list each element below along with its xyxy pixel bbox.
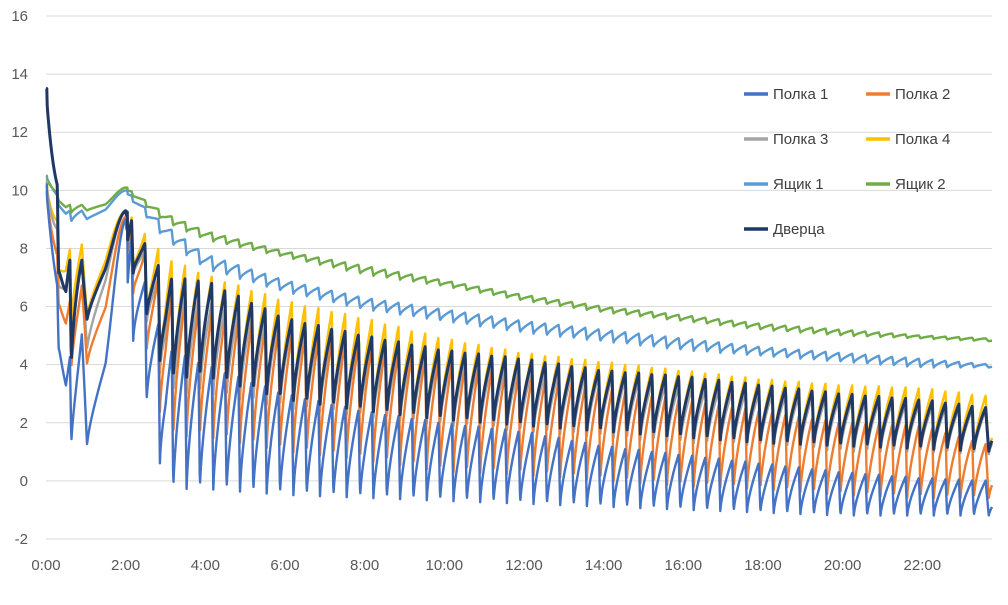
y-tick-label: 0 — [20, 473, 28, 490]
legend: Полка 1 Полка 2 Полка 3 Полка 4 Ящик 1 Ящик 2… — [744, 86, 950, 238]
series-line — [45, 177, 993, 343]
legend-label: Полка 3 — [773, 131, 828, 148]
x-tick-label: 18:00 — [744, 557, 782, 574]
legend-label: Ящик 1 — [773, 176, 824, 193]
series-line — [45, 183, 994, 517]
y-tick-label: 4 — [20, 357, 28, 374]
y-tick-label: 6 — [20, 299, 28, 316]
legend-label: Полка 1 — [773, 86, 828, 103]
legend-label: Дверца — [773, 221, 825, 238]
y-tick-label: 16 — [11, 8, 28, 25]
x-tick-label: 12:00 — [505, 557, 543, 574]
x-tick-label: 16:00 — [665, 557, 703, 574]
y-tick-label: 12 — [11, 124, 28, 141]
x-tick-label: 6:00 — [270, 557, 299, 574]
x-tick-label: 2:00 — [111, 557, 140, 574]
x-tick-label: 4:00 — [191, 557, 220, 574]
y-tick-label: 10 — [11, 182, 28, 199]
legend-label: Ящик 2 — [895, 176, 946, 193]
y-tick-label: -2 — [15, 531, 28, 548]
series-line — [45, 174, 993, 369]
y-tick-label: 8 — [20, 240, 28, 257]
x-tick-label: 10:00 — [426, 557, 464, 574]
x-tick-label: 20:00 — [824, 557, 862, 574]
y-tick-label: 14 — [11, 66, 28, 83]
legend-label: Полка 2 — [895, 86, 950, 103]
x-tick-label: 22:00 — [904, 557, 942, 574]
x-tick-label: 14:00 — [585, 557, 623, 574]
series-line — [44, 87, 994, 453]
axes: -2 0 2 4 6 8 10 12 14 16 0:00 2:00 4:00 6:00 8:00 10:00… — [11, 8, 941, 574]
x-tick-label: 8:00 — [350, 557, 379, 574]
legend-label: Полка 4 — [895, 131, 950, 148]
x-tick-label: 0:00 — [31, 557, 60, 574]
series-lines — [44, 87, 994, 517]
y-tick-label: 2 — [20, 415, 28, 432]
